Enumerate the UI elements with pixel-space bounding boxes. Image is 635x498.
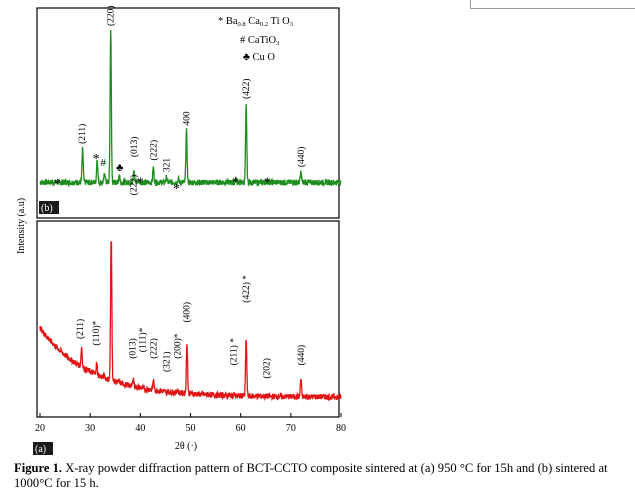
- peak-label-b-8: (222): [128, 175, 139, 196]
- window-frame-edge: [470, 0, 635, 9]
- panel-b-frame: [36, 7, 340, 219]
- peak-label-b-13: *: [137, 175, 144, 190]
- peak-label-b-9: *: [54, 177, 61, 192]
- panel-a-frame: [36, 220, 340, 418]
- panel-a-plot: (211) (110)* (013) (111)* (222)(321)(200)* (4…: [39, 241, 342, 402]
- peak-label-b-3: (222): [148, 140, 159, 161]
- peak-label-a-3: (111)*: [137, 327, 148, 352]
- peak-label-a-4: (222): [148, 338, 159, 359]
- peak-label-b-2: (013): [129, 137, 140, 158]
- y-axis-title: Intensity (a.u): [16, 198, 27, 254]
- peak-label-a-8: (211) *: [229, 338, 240, 366]
- peak-label-a-0: (211): [75, 319, 86, 339]
- legend-bct: * Ba0.8 Ca0.2 Ti O3: [218, 16, 293, 28]
- panel-a-label-box: [33, 442, 53, 455]
- peak-label-b-12: ♣: [116, 162, 123, 174]
- peak-label-a-7: (400): [181, 302, 192, 323]
- xrd-pattern-a: [39, 241, 342, 402]
- legend: * Ba0.8 Ca0.2 Ti O3 # CaTiO3 ♣ Cu O: [218, 16, 293, 63]
- x-tick-label-1: 30: [85, 423, 95, 434]
- peak-label-a-11: (440): [296, 345, 307, 366]
- x-tick-label-6: 80: [336, 423, 346, 434]
- x-tick-label-0: 20: [35, 423, 45, 434]
- peak-label-b-14: *: [173, 182, 180, 197]
- peak-label-a-5: (321): [161, 351, 172, 372]
- xrd-pattern-b: [39, 30, 342, 188]
- x-tick-label-2: 40: [135, 423, 145, 434]
- peak-label-b-10: *: [93, 152, 100, 167]
- caption-text: X-ray powder diffraction pattern of BCT-…: [14, 461, 608, 490]
- peak-label-b-1: (220): [106, 5, 117, 26]
- peak-label-b-16: *: [264, 175, 271, 190]
- peak-label-a-10: (202): [262, 358, 273, 379]
- legend-catio3: # CaTiO3: [240, 35, 279, 47]
- x-tick-label-4: 60: [236, 423, 246, 434]
- panel-b-plot: (211)(220)(013) (222)321400(422)(440)(222…: [39, 5, 342, 197]
- x-axis-ticks: 20 30 40 50 60 70 80: [35, 413, 346, 434]
- x-tick-label-3: 50: [186, 423, 196, 434]
- peak-label-a-2: (013): [127, 338, 138, 359]
- peak-label-b-7: (440): [296, 147, 307, 168]
- peak-label-b-15: *: [232, 175, 239, 190]
- x-axis-title: 2θ (·): [175, 441, 197, 452]
- panel-b-label-box: [39, 201, 59, 214]
- figure-caption: Figure 1. X-ray powder diffraction patte…: [14, 461, 624, 491]
- peak-label-b-6: (422): [241, 78, 252, 99]
- peak-label-b-4: 321: [162, 158, 172, 173]
- peak-label-a-6: (200)*: [172, 333, 183, 359]
- peak-label-a-9: (422) *: [241, 275, 252, 303]
- legend-cuo: ♣ Cu O: [243, 52, 275, 63]
- x-tick-label-5: 70: [286, 423, 296, 434]
- caption-label: Figure 1.: [14, 461, 63, 475]
- peak-label-b-11: #: [100, 157, 106, 169]
- panel-a-label: (a): [35, 444, 46, 455]
- peak-label-a-1: (110)*: [91, 320, 102, 345]
- peak-label-b-5: 400: [182, 111, 192, 126]
- panel-b-label: (b): [41, 203, 53, 214]
- peak-label-b-0: (211): [77, 124, 88, 144]
